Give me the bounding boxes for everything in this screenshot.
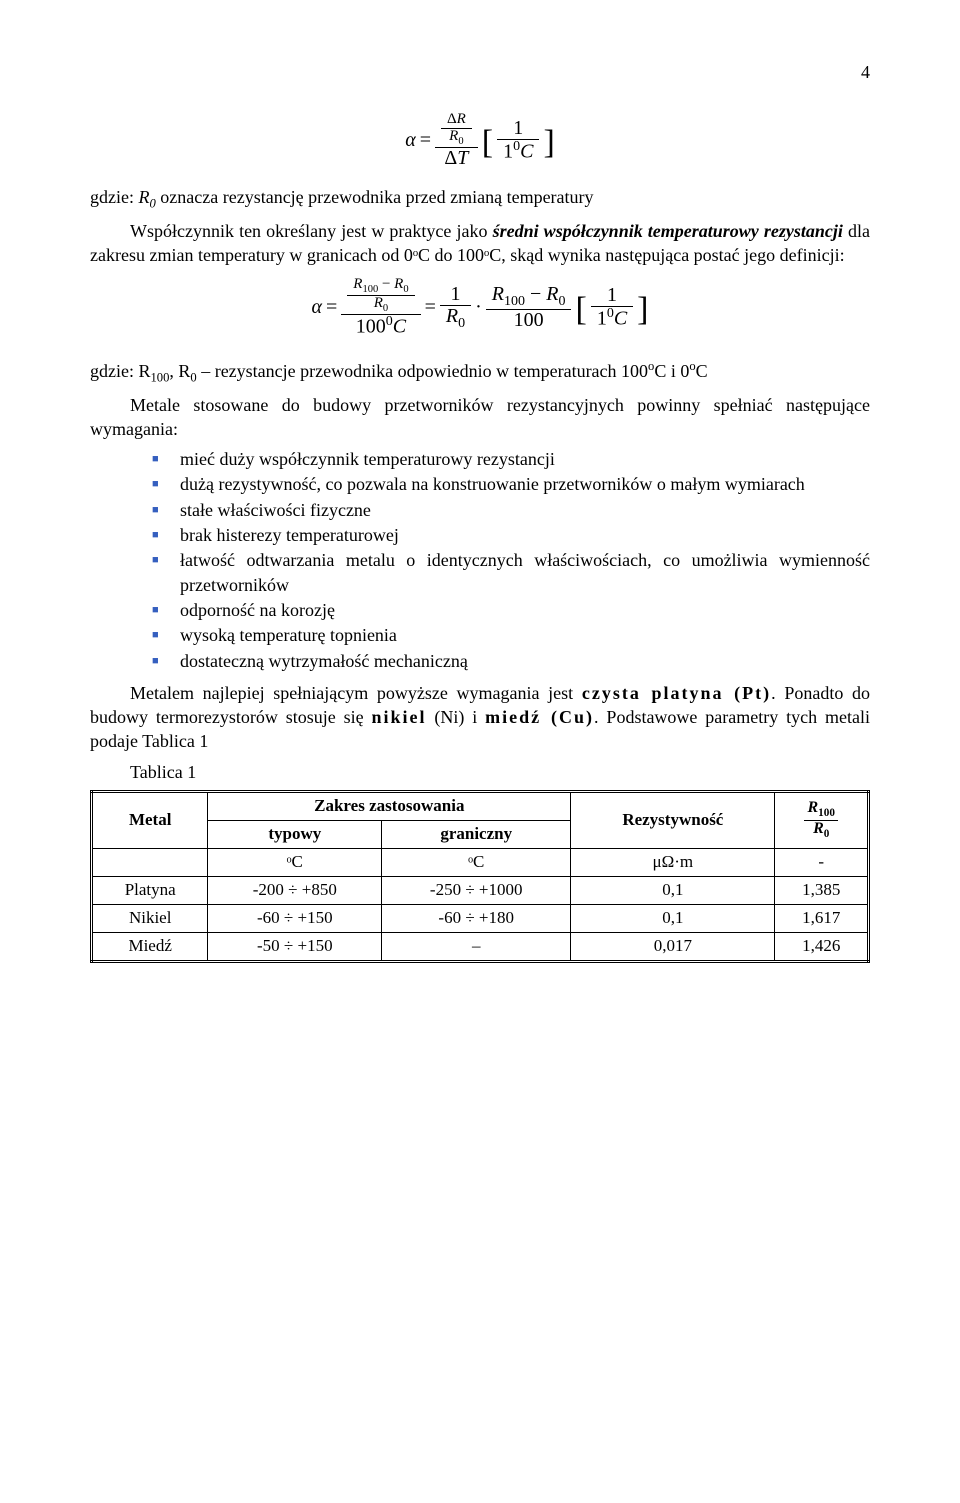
th-graniczny: graniczny <box>382 820 571 848</box>
unit-rez: μΩ·m <box>571 848 775 876</box>
th-zakres: Zakres zastosowania <box>208 791 571 820</box>
th-metal: Metal <box>92 791 208 848</box>
cell-ratio: 1,385 <box>775 876 869 904</box>
cell-ratio: 1,426 <box>775 932 869 961</box>
list-item: dużą rezystywność, co pozwala na konstru… <box>180 472 870 496</box>
list-item: mieć duży współczynnik temperaturowy rez… <box>180 447 870 471</box>
th-typowy: typowy <box>208 820 382 848</box>
list-item: brak histerezy temperaturowej <box>180 523 870 547</box>
text-wspolczynnik: Współczynnik ten określany jest w prakty… <box>90 219 870 268</box>
cell-metal: Nikiel <box>92 904 208 932</box>
cell-metal: Platyna <box>92 876 208 904</box>
term-platyna: czysta platyna (Pt) <box>582 683 771 703</box>
list-item: odporność na korozję <box>180 598 870 622</box>
cell-rez: 0,1 <box>571 904 775 932</box>
metal-params-table: Metal Zakres zastosowania Rezystywność R… <box>90 790 870 963</box>
cell-typ: -50 ÷ +150 <box>208 932 382 961</box>
list-item: dostateczną wytrzymałość mechaniczną <box>180 649 870 673</box>
cell-typ: -200 ÷ +850 <box>208 876 382 904</box>
cell-rez: 0,017 <box>571 932 775 961</box>
unit-c1: ᵒC <box>208 848 382 876</box>
term-sredni-wspolczynnik: średni współczynnik temperaturowy rezyst… <box>493 221 843 241</box>
unit-c2: ᵒC <box>382 848 571 876</box>
text-gdzie-r100: gdzie: R100, R0 – rezystancje przewodnik… <box>90 358 870 387</box>
cell-metal: Miedź <box>92 932 208 961</box>
cell-gr: – <box>382 932 571 961</box>
cell-gr: -250 ÷ +1000 <box>382 876 571 904</box>
term-nikiel: nikiel <box>372 707 427 727</box>
sym-ni: (Ni) i <box>427 707 486 727</box>
formula-alpha-100: α = R100 − R0 R0 1000C = 1 R0 · R100 − R… <box>90 277 870 338</box>
unit-blank <box>92 848 208 876</box>
list-item: wysoką temperaturę topnienia <box>180 623 870 647</box>
th-ratio: R100 R0 <box>775 791 869 848</box>
cell-ratio: 1,617 <box>775 904 869 932</box>
th-rezystywnosc: Rezystywność <box>571 791 775 848</box>
tablica-label: Tablica 1 <box>130 760 870 784</box>
formula-alpha-def: α = ΔR R0 ΔT [ 1 10C ] <box>90 112 870 169</box>
cell-gr: -60 ÷ +180 <box>382 904 571 932</box>
text-metale-req-intro: Metale stosowane do budowy przetworników… <box>90 393 870 442</box>
page-number: 4 <box>90 60 870 84</box>
requirements-list: mieć duży współczynnik temperaturowy rez… <box>90 447 870 673</box>
best-pre: Metalem najlepiej spełniającym powyższe … <box>130 683 582 703</box>
cell-typ: -60 ÷ +150 <box>208 904 382 932</box>
wspolczynnik-pre: Współczynnik ten określany jest w prakty… <box>130 221 493 241</box>
term-miedz: miedź (Cu) <box>485 707 594 727</box>
cell-rez: 0,1 <box>571 876 775 904</box>
text-gdzie-r0: gdzie: R0 oznacza rezystancję przewodnik… <box>90 185 870 213</box>
unit-ratio: - <box>775 848 869 876</box>
list-item: stałe właściwości fizyczne <box>180 498 870 522</box>
text-best-metal: Metalem najlepiej spełniającym powyższe … <box>90 681 870 754</box>
list-item: łatwość odtwarzania metalu o identycznyc… <box>180 548 870 597</box>
